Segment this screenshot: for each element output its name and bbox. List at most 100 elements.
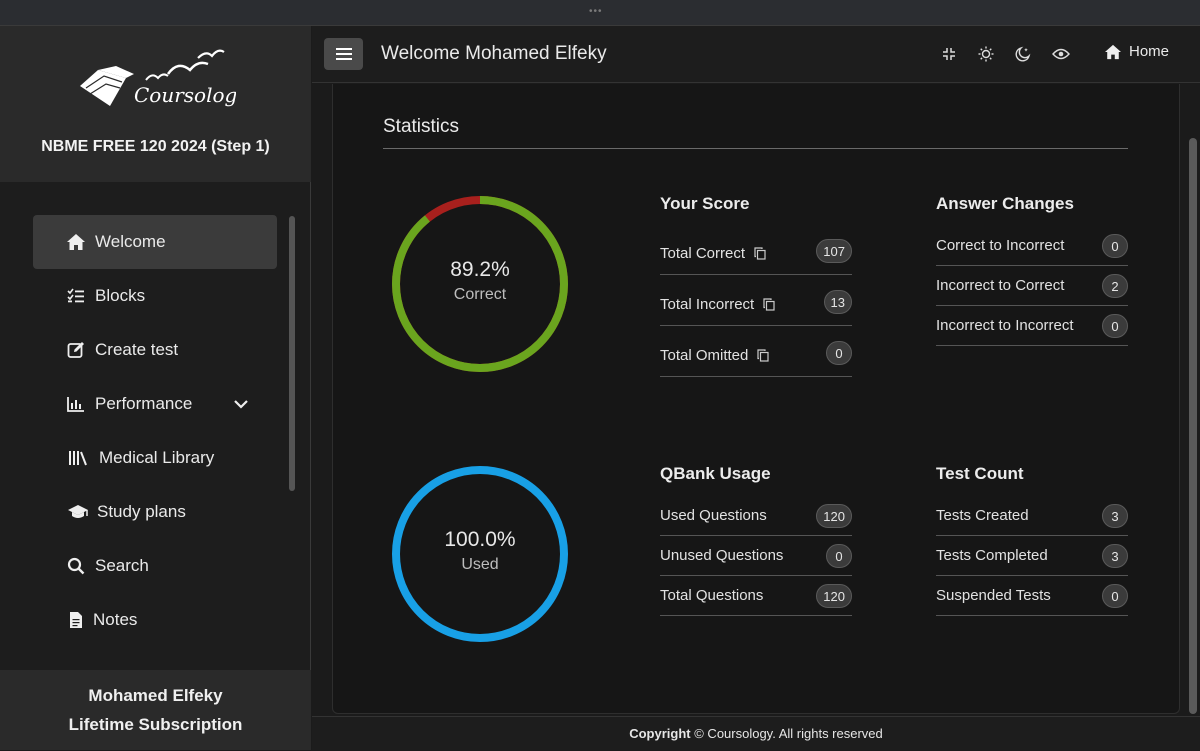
file-icon	[65, 611, 87, 629]
course-title: NBME FREE 120 2024 (Step 1)	[41, 138, 270, 155]
stat-row-used-questions: Used Questions 120	[660, 496, 852, 536]
count-badge: 13	[823, 290, 852, 314]
stat-label: Incorrect to Correct	[936, 277, 1065, 294]
sidebar-item-label: Create test	[95, 340, 179, 359]
stat-row-total-correct: Total Correct 107	[660, 232, 852, 275]
stat-label: Total Questions	[660, 587, 764, 604]
sidebar-item-study-plans[interactable]: Study plans	[33, 485, 277, 539]
usage-caption: Used	[461, 556, 499, 573]
subscription-label: Lifetime Subscription	[68, 715, 243, 734]
stat-label: Correct to Incorrect	[936, 237, 1065, 254]
sidebar-item-search[interactable]: Search	[33, 539, 277, 593]
stat-label: Tests Created	[936, 507, 1029, 524]
library-icon	[67, 450, 89, 466]
home-icon	[65, 233, 87, 251]
sidebar-item-create-test[interactable]: Create test	[33, 323, 277, 377]
donut-used-arc	[392, 466, 568, 642]
stat-row-tests-completed: Tests Completed 3	[936, 536, 1128, 576]
stat-label: Incorrect to Incorrect	[936, 317, 1074, 334]
copyright-text: © Coursology. All rights reserved	[694, 726, 883, 741]
sidebar-item-label: Search	[95, 556, 149, 575]
user-name: Mohamed Elfeky	[88, 686, 223, 705]
stat-label: Suspended Tests	[936, 587, 1051, 604]
copy-icon[interactable]	[757, 348, 769, 362]
sidebar-scrollbar[interactable]	[289, 216, 295, 491]
stat-label: Used Questions	[660, 507, 767, 524]
sidebar-item-label: Blocks	[95, 286, 146, 305]
answer-changes-title: Answer Changes	[936, 194, 1074, 213]
user-info: Mohamed Elfeky Lifetime Subscription	[0, 670, 311, 750]
sidebar-item-label: Notes	[93, 610, 138, 629]
edit-icon	[65, 341, 87, 359]
chart-icon	[65, 396, 87, 412]
stat-row-tests-created: Tests Created 3	[936, 496, 1128, 536]
stat-label: Total Correct	[660, 244, 746, 262]
coursology-logo[interactable]: Coursology	[76, 44, 236, 114]
count-badge: 3	[1102, 504, 1128, 528]
sidebar-item-blocks[interactable]: Blocks	[33, 269, 277, 323]
home-link-label: Home	[1129, 43, 1170, 60]
eye-icon[interactable]	[1052, 45, 1070, 63]
brand-panel: Coursology NBME FREE 120 2024 (Step 1)	[0, 26, 311, 182]
count-badge: 0	[1102, 314, 1128, 338]
chevron-down-icon[interactable]	[233, 394, 249, 414]
sidebar-item-label: Study plans	[97, 502, 186, 521]
usage-percent: 100.0%	[444, 528, 516, 551]
sidebar-item-label: Performance	[95, 394, 193, 413]
count-badge: 2	[1102, 274, 1128, 298]
stat-row-unused-questions: Unused Questions 0	[660, 536, 852, 576]
stat-row-incorrect-to-incorrect: Incorrect to Incorrect 0	[936, 306, 1128, 346]
main-scrollbar[interactable]	[1189, 138, 1197, 714]
qbank-usage-title: QBank Usage	[660, 464, 771, 483]
sidebar-item-notes[interactable]: Notes	[33, 593, 277, 647]
sidebar-item-medical-library[interactable]: Medical Library	[33, 431, 277, 485]
compress-icon[interactable]	[940, 45, 958, 63]
your-score-title: Your Score	[660, 194, 750, 213]
count-badge: 120	[816, 584, 852, 608]
usage-donut-label: 100.0% Used	[390, 528, 570, 574]
score-donut-label: 89.2% Correct	[390, 258, 570, 304]
sidebar-item-label: Welcome	[95, 232, 166, 251]
footer: Copyright © Coursology. All rights reser…	[312, 716, 1200, 750]
stat-label: Unused Questions	[660, 547, 784, 564]
sidebar-item-performance[interactable]: Performance	[33, 377, 277, 431]
stat-label: Tests Completed	[936, 547, 1048, 564]
stat-row-suspended-tests: Suspended Tests 0	[936, 576, 1128, 616]
section-divider	[383, 148, 1128, 149]
count-badge: 0	[826, 341, 852, 365]
count-badge: 120	[816, 504, 852, 528]
donut-correct-arc	[392, 196, 568, 372]
stat-row-total-incorrect: Total Incorrect 13	[660, 283, 852, 326]
stat-row-total-questions: Total Questions 120	[660, 576, 852, 616]
top-header: Welcome Mohamed Elfeky Home	[312, 26, 1200, 83]
sidebar-item-label: Medical Library	[99, 448, 215, 467]
window-dots[interactable]: •••	[589, 6, 603, 17]
sidebar-item-welcome[interactable]: Welcome	[33, 215, 277, 269]
count-badge: 0	[1102, 584, 1128, 608]
score-donut-chart	[392, 196, 568, 372]
score-percent: 89.2%	[450, 258, 510, 281]
copy-icon[interactable]	[754, 246, 766, 260]
count-badge: 0	[826, 544, 852, 568]
stat-row-correct-to-incorrect: Correct to Incorrect 0	[936, 226, 1128, 266]
count-badge: 3	[1102, 544, 1128, 568]
stat-label: Total Omitted	[660, 346, 749, 364]
test-count-title: Test Count	[936, 464, 1024, 483]
graduation-cap-icon	[67, 504, 89, 520]
stat-row-total-omitted: Total Omitted 0	[660, 334, 852, 377]
stat-row-incorrect-to-correct: Incorrect to Correct 2	[936, 266, 1128, 306]
score-caption: Correct	[453, 286, 507, 303]
search-icon	[65, 557, 87, 575]
home-link[interactable]: Home	[1104, 43, 1169, 60]
sun-icon[interactable]	[977, 45, 995, 63]
menu-toggle-button[interactable]	[324, 38, 363, 70]
main-content	[332, 84, 1180, 714]
count-badge: 107	[816, 239, 852, 263]
usage-donut-chart	[392, 466, 568, 642]
stat-label: Total Incorrect	[660, 295, 755, 313]
home-icon	[1105, 44, 1121, 59]
moon-icon[interactable]	[1014, 45, 1032, 63]
list-check-icon	[65, 288, 87, 304]
copy-icon[interactable]	[763, 297, 775, 311]
logo-text: Coursology	[134, 83, 236, 107]
